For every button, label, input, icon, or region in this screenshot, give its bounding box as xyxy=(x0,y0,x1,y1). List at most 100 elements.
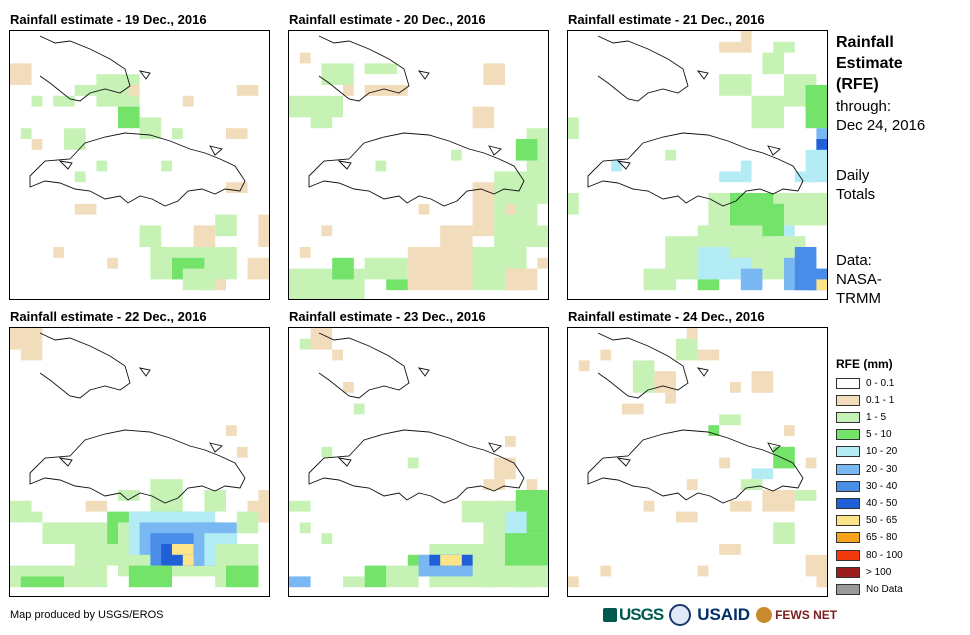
rainfall-cell xyxy=(161,160,172,172)
legend-swatch xyxy=(836,583,860,595)
map-credit: Map produced by USGS/EROS xyxy=(10,609,164,621)
rainfall-cell xyxy=(622,403,644,415)
rainfall-cell xyxy=(31,511,43,523)
coastline xyxy=(209,145,223,156)
panel-title-23dec: Rainfall estimate - 23 Dec., 2016 xyxy=(289,309,486,324)
legend-item: 80 - 100 xyxy=(836,548,903,562)
rainfall-cell xyxy=(20,349,43,361)
panel-title-22dec: Rainfall estimate - 22 Dec., 2016 xyxy=(10,309,207,324)
rainfall-map-22dec xyxy=(9,327,270,597)
legend-item: No Data xyxy=(836,582,903,596)
rainfall-map-21dec xyxy=(567,30,828,300)
legend-swatch xyxy=(836,446,860,458)
rainfall-cell xyxy=(20,576,64,588)
usaid-logo: USAID xyxy=(697,605,751,624)
rainfall-cell xyxy=(289,500,311,512)
rainfall-cell xyxy=(719,414,741,426)
rainfall-cell xyxy=(10,500,32,523)
rainfall-cell xyxy=(418,203,430,215)
rainfall-cell xyxy=(440,554,462,566)
rainfall-cell xyxy=(740,479,763,490)
rainfall-cell xyxy=(364,85,408,96)
coastline xyxy=(488,442,502,453)
rainfall-cell xyxy=(600,565,612,577)
rainfall-map-24dec xyxy=(567,327,828,597)
rainfall-cell xyxy=(321,446,333,458)
rainfall-cell xyxy=(31,95,43,107)
usgs-mark-icon xyxy=(603,608,617,622)
rainfall-cell xyxy=(697,279,720,291)
rainfall-cell xyxy=(150,479,183,512)
coastline xyxy=(58,160,73,170)
side-title-line: Rainfall xyxy=(836,34,894,51)
legend-label: No Data xyxy=(866,583,903,595)
rainfall-cell xyxy=(600,349,612,361)
rainfall-cell xyxy=(676,511,698,523)
seal-icon xyxy=(669,604,692,626)
rainfall-cell xyxy=(182,554,205,566)
rainfall-cell xyxy=(96,160,108,172)
rainfall-map-20dec xyxy=(288,30,549,300)
rainfall-cell xyxy=(526,479,538,490)
panel-title-24dec: Rainfall estimate - 24 Dec., 2016 xyxy=(568,309,765,324)
rainfall-cell xyxy=(128,85,140,96)
rainfall-cell xyxy=(740,160,752,183)
legend-label: 80 - 100 xyxy=(866,549,903,561)
coastline xyxy=(138,70,151,80)
rainfall-cell xyxy=(343,85,354,96)
rainfall-cell xyxy=(719,74,752,96)
rainfall-cell xyxy=(299,522,311,534)
rainfall-cell xyxy=(805,554,827,577)
rainfall-cell xyxy=(226,128,248,139)
legend-label: 40 - 50 xyxy=(866,497,898,509)
rainfall-cell xyxy=(719,544,741,555)
rainfall-cell xyxy=(353,403,365,415)
rainfall-cell xyxy=(773,41,795,53)
coastline xyxy=(58,457,73,467)
rainfall-cell xyxy=(762,52,784,75)
coastline xyxy=(767,145,781,156)
coastline xyxy=(767,442,781,453)
legend-label: 5 - 10 xyxy=(866,429,892,441)
rainfall-cell xyxy=(762,490,795,512)
rainfall-cell xyxy=(740,31,752,42)
globe-icon xyxy=(756,607,773,623)
rainfall-cell xyxy=(526,160,548,204)
legend-item: > 100 xyxy=(836,565,891,579)
rainfall-cell xyxy=(794,490,817,501)
rainfall-cell xyxy=(505,268,538,291)
rainfall-cell xyxy=(773,522,795,544)
rainfall-cell xyxy=(236,446,248,458)
rainfall-cell xyxy=(139,117,162,139)
rainfall-cell xyxy=(74,171,86,183)
legend-item: 20 - 30 xyxy=(836,462,897,476)
rainfall-cell xyxy=(215,214,237,237)
rainfall-cell xyxy=(472,106,495,129)
rainfall-cell xyxy=(719,457,730,469)
rainfall-grid xyxy=(10,328,269,588)
coastline xyxy=(616,457,631,467)
rainfall-cell xyxy=(708,425,720,436)
legend-swatch xyxy=(836,497,860,509)
daily-totals-line: Totals xyxy=(836,186,876,203)
rainfall-cell xyxy=(182,268,216,291)
rainfall-map-19dec xyxy=(9,30,270,300)
fews-net-logo: FEWS NET xyxy=(756,607,837,623)
rainfall-cell xyxy=(816,576,827,588)
legend-label: 10 - 20 xyxy=(866,446,898,458)
rainfall-cell xyxy=(74,85,108,96)
rainfall-cell xyxy=(299,52,311,64)
rainfall-cell xyxy=(118,106,140,129)
rainfall-cell xyxy=(697,349,720,361)
panel-title-20dec: Rainfall estimate - 20 Dec., 2016 xyxy=(289,12,486,27)
daily-totals: Daily Totals xyxy=(836,166,875,204)
rainfall-cell xyxy=(568,193,579,215)
coastline xyxy=(616,160,631,170)
rainfall-cell xyxy=(719,171,741,183)
rainfall-cell xyxy=(364,257,408,280)
usgs-logo: USGS xyxy=(603,605,664,625)
coastline xyxy=(29,132,246,207)
rainfall-cell xyxy=(364,63,397,75)
coastline xyxy=(597,35,689,102)
rainfall-cell xyxy=(53,95,75,107)
